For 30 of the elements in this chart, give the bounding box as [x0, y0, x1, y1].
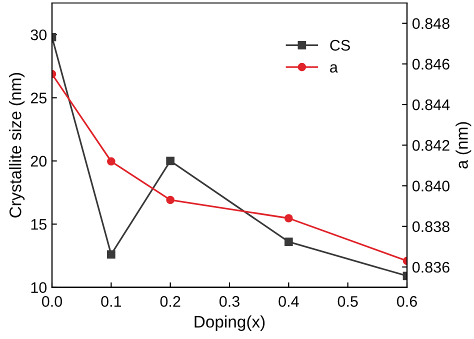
x-tick-label: 0.5: [338, 296, 358, 307]
y-tick-label: 20: [30, 156, 47, 167]
point: [107, 250, 116, 259]
x-tick-label: 0.0: [42, 296, 62, 307]
y2-tick-label: 0.838: [412, 221, 450, 232]
x-tick-label: 0.3: [219, 296, 240, 307]
legend-label: CS: [330, 40, 350, 51]
point: [107, 157, 116, 166]
y-tick-label: 30: [30, 29, 47, 40]
y2-tick-label: 0.846: [412, 58, 450, 70]
point: [166, 196, 174, 204]
x-axis-title: Doping(x): [194, 315, 265, 331]
y2-axis-title: a (nm): [456, 122, 472, 169]
y2-tick-label: 0.840: [412, 180, 450, 192]
y-tick-label: 10: [31, 282, 47, 293]
x-tick-label: 0.4: [278, 296, 299, 307]
x-tick-label: 0.1: [101, 296, 122, 307]
y2-tick-label: 0.844: [412, 99, 450, 110]
point: [284, 238, 293, 246]
y2-tick-label: 0.848: [412, 18, 450, 29]
point: [284, 214, 293, 222]
y-tick-label: 25: [30, 92, 46, 104]
y2-tick-label: 0.836: [412, 262, 450, 273]
y2-tick-label: 0.842: [412, 140, 450, 151]
y-axis-title: Crystallite size (nm): [9, 73, 25, 218]
point: [166, 156, 174, 166]
y-tick-label: 15: [31, 219, 46, 230]
legend-label: a: [330, 64, 338, 73]
x-tick-label: 0.6: [396, 296, 417, 307]
x-tick-label: 0.2: [160, 296, 180, 307]
